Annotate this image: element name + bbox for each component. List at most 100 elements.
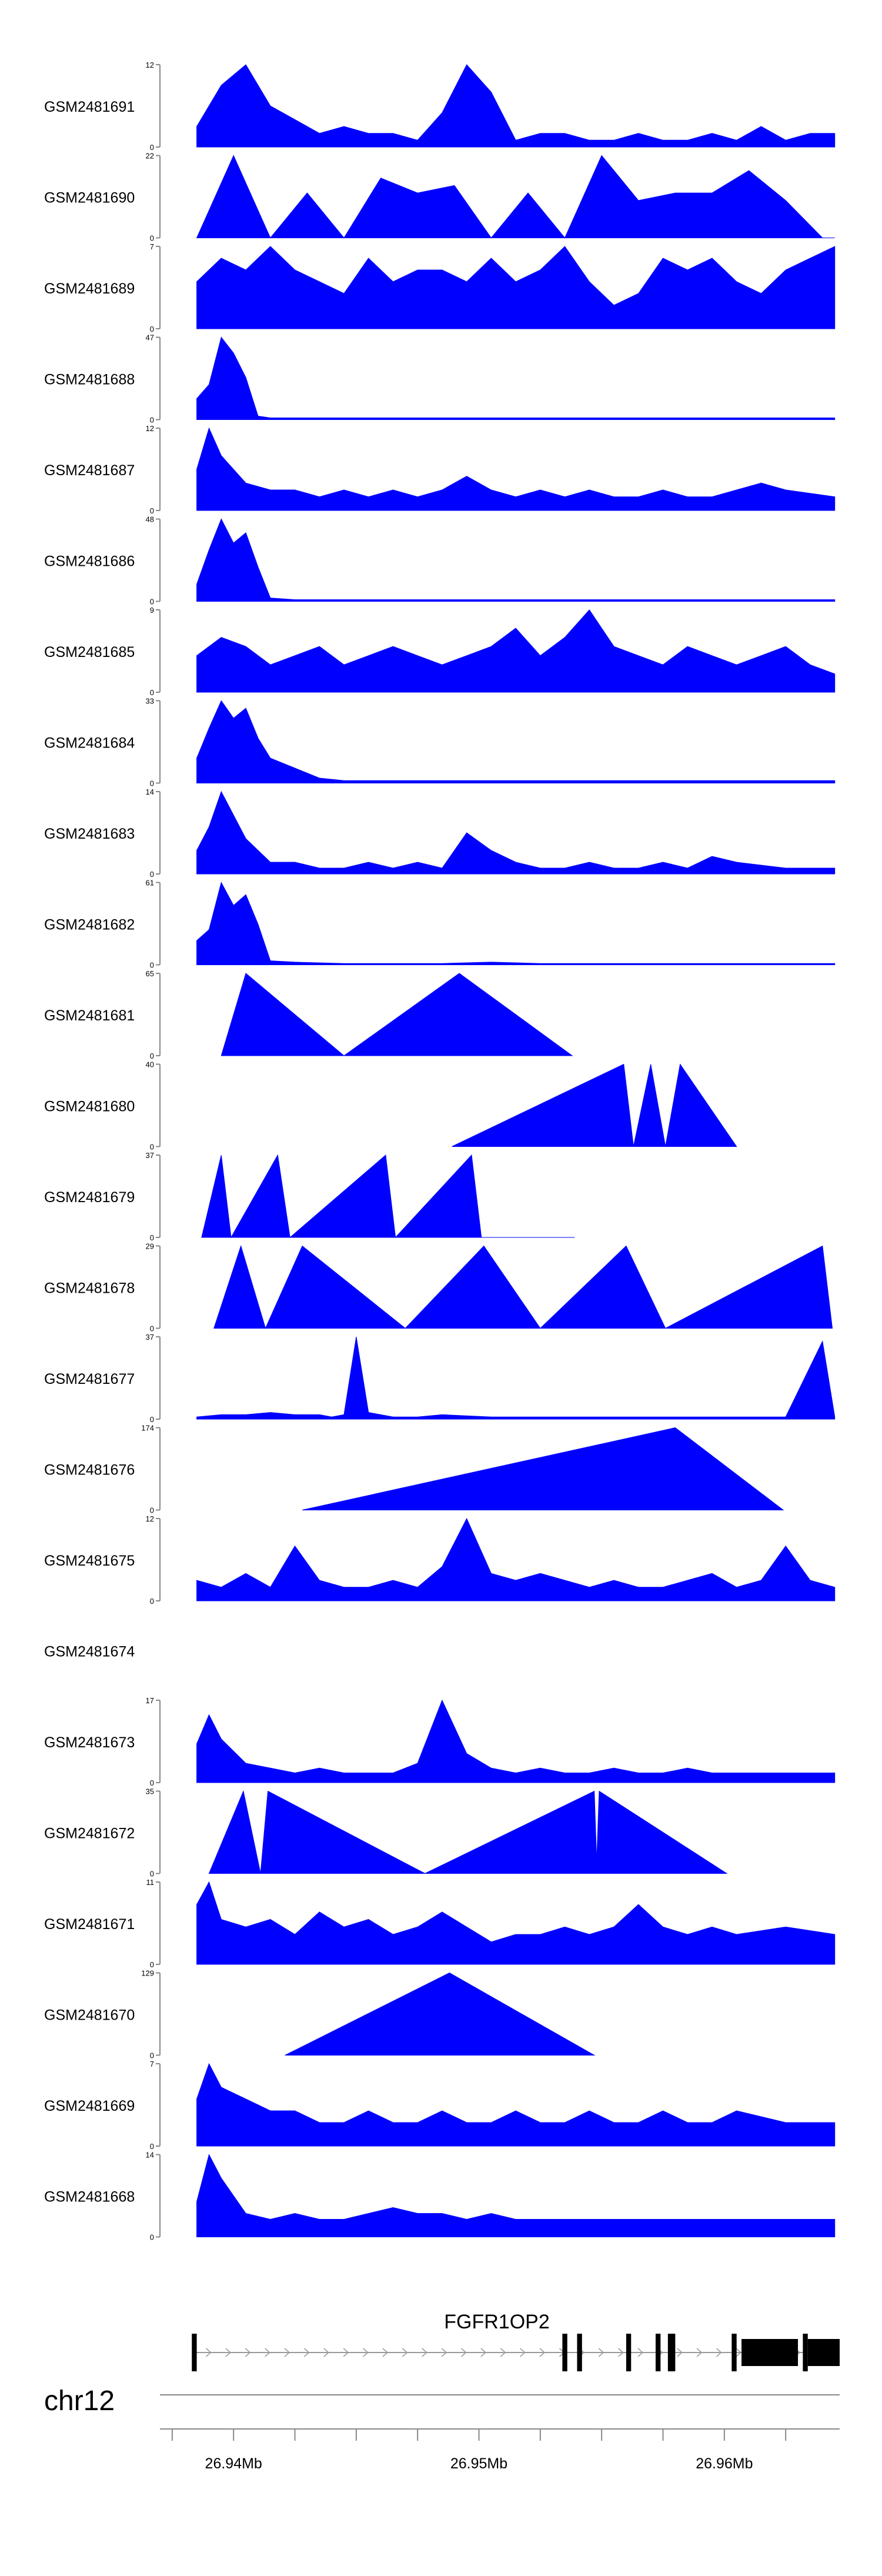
track-ymax-label: 129 <box>141 1969 154 1978</box>
strand-arrow <box>323 2348 329 2357</box>
strand-arrow <box>500 2348 506 2357</box>
chromosome-label: chr12 <box>44 2385 115 2417</box>
track-ymin-label: 0 <box>150 1506 154 1515</box>
track-ymin-label: 0 <box>150 506 154 515</box>
track-label: GSM2481691 <box>44 99 135 115</box>
strand-arrow <box>363 2348 369 2357</box>
coverage-area <box>196 882 836 965</box>
track-label: GSM2481679 <box>44 1189 135 1206</box>
coverage-area <box>196 1699 836 1783</box>
coverage-area <box>196 336 836 420</box>
track-ymax-label: 174 <box>141 1424 154 1433</box>
strand-arrow <box>637 2348 644 2357</box>
track-ymax-label: 14 <box>146 788 154 796</box>
exon-block <box>803 2334 808 2371</box>
track-ymax-label: 7 <box>150 2060 154 2068</box>
track-ymin-label: 0 <box>150 1960 154 1969</box>
coverage-area <box>196 609 836 693</box>
coverage-area <box>452 1063 737 1147</box>
track-GSM2481691: GSM2481691 12 0 <box>44 61 836 152</box>
track-GSM2481680: GSM2481680 40 0 <box>44 1060 737 1152</box>
chromosome-track: chr12 <box>44 2385 840 2417</box>
exon-block <box>656 2334 661 2371</box>
strand-arrow <box>245 2348 251 2357</box>
track-label: GSM2481682 <box>44 917 135 933</box>
coverage-area <box>196 2063 836 2147</box>
exon-block <box>562 2334 567 2371</box>
track-GSM2481672: GSM2481672 35 0 <box>44 1787 728 1878</box>
track-GSM2481688: GSM2481688 47 0 <box>44 333 836 425</box>
track-GSM2481687: GSM2481687 12 0 <box>44 424 836 515</box>
coverage-area <box>302 1427 784 1510</box>
axis-tick-label: 26.94Mb <box>205 2455 262 2472</box>
track-ymin-label: 0 <box>150 779 154 788</box>
track-GSM2481682: GSM2481682 61 0 <box>44 879 836 970</box>
exon-block <box>667 2334 676 2371</box>
exon-block <box>577 2334 582 2371</box>
strand-arrow <box>265 2348 270 2357</box>
track-label: GSM2481689 <box>44 281 135 297</box>
track-label: GSM2481687 <box>44 462 135 479</box>
track-label: GSM2481672 <box>44 1826 135 1842</box>
track-ymin-label: 0 <box>150 2233 154 2242</box>
track-label: GSM2481684 <box>44 735 135 752</box>
strand-arrow <box>736 2348 742 2357</box>
track-ymin-label: 0 <box>150 961 154 970</box>
track-GSM2481683: GSM2481683 14 0 <box>44 788 836 879</box>
track-ymin-label: 0 <box>150 1143 154 1152</box>
track-ymin-label: 0 <box>150 1233 154 1242</box>
track-ymin-label: 0 <box>150 234 154 243</box>
track-ymin-label: 0 <box>150 143 154 152</box>
track-label: GSM2481675 <box>44 1553 135 1569</box>
exon-block <box>626 2334 632 2371</box>
track-label: GSM2481681 <box>44 1007 135 1024</box>
track-label: GSM2481688 <box>44 372 135 388</box>
track-ymax-label: 12 <box>146 424 154 433</box>
track-label: GSM2481678 <box>44 1280 135 1297</box>
track-label: GSM2481683 <box>44 826 135 842</box>
track-label: GSM2481673 <box>44 1734 135 1751</box>
track-GSM2481671: GSM2481671 11 0 <box>44 1878 836 1969</box>
track-label: GSM2481685 <box>44 644 135 660</box>
exon-block <box>731 2334 737 2371</box>
track-label: GSM2481674 <box>44 1644 135 1660</box>
strand-arrow <box>539 2348 546 2357</box>
strand-arrow <box>382 2348 389 2357</box>
track-ymin-label: 0 <box>150 598 154 606</box>
exon-block <box>807 2339 840 2366</box>
strand-arrow <box>460 2348 467 2357</box>
exon-block <box>741 2339 799 2366</box>
track-label: GSM2481677 <box>44 1371 135 1387</box>
track-GSM2481669: GSM2481669 7 0 <box>44 2060 836 2151</box>
axis-tick-label: 26.96Mb <box>696 2455 753 2472</box>
track-GSM2481689: GSM2481689 7 0 <box>44 242 836 333</box>
track-ymin-label: 0 <box>150 1870 154 1878</box>
track-GSM2481673: GSM2481673 17 0 <box>44 1696 836 1787</box>
track-ymin-label: 0 <box>150 870 154 879</box>
track-ymax-label: 48 <box>146 515 154 524</box>
coverage-area <box>196 246 836 329</box>
strand-arrow <box>441 2348 447 2357</box>
coverage-area <box>196 155 835 239</box>
track-ymin-label: 0 <box>150 1415 154 1424</box>
track-ymax-label: 33 <box>146 697 154 706</box>
strand-arrow <box>402 2348 408 2357</box>
track-GSM2481684: GSM2481684 33 0 <box>44 697 836 788</box>
strand-arrow <box>303 2348 310 2357</box>
track-ymax-label: 12 <box>146 1514 154 1523</box>
track-GSM2481681: GSM2481681 65 0 <box>44 969 573 1060</box>
track-label: GSM2481680 <box>44 1099 135 1115</box>
track-ymin-label: 0 <box>150 1597 154 1606</box>
strand-arrow <box>480 2348 487 2357</box>
track-ymin-label: 0 <box>150 325 154 333</box>
track-ymax-label: 22 <box>146 152 154 161</box>
coverage-area <box>196 1881 836 1965</box>
track-label: GSM2481668 <box>44 2189 135 2205</box>
track-ymax-label: 17 <box>146 1696 154 1705</box>
coverage-area <box>196 64 836 148</box>
strand-arrow <box>598 2348 604 2357</box>
track-ymax-label: 35 <box>146 1787 154 1796</box>
track-ymax-label: 37 <box>146 1333 154 1342</box>
track-GSM2481677: GSM2481677 37 0 <box>44 1333 836 1424</box>
track-ymin-label: 0 <box>150 2142 154 2151</box>
